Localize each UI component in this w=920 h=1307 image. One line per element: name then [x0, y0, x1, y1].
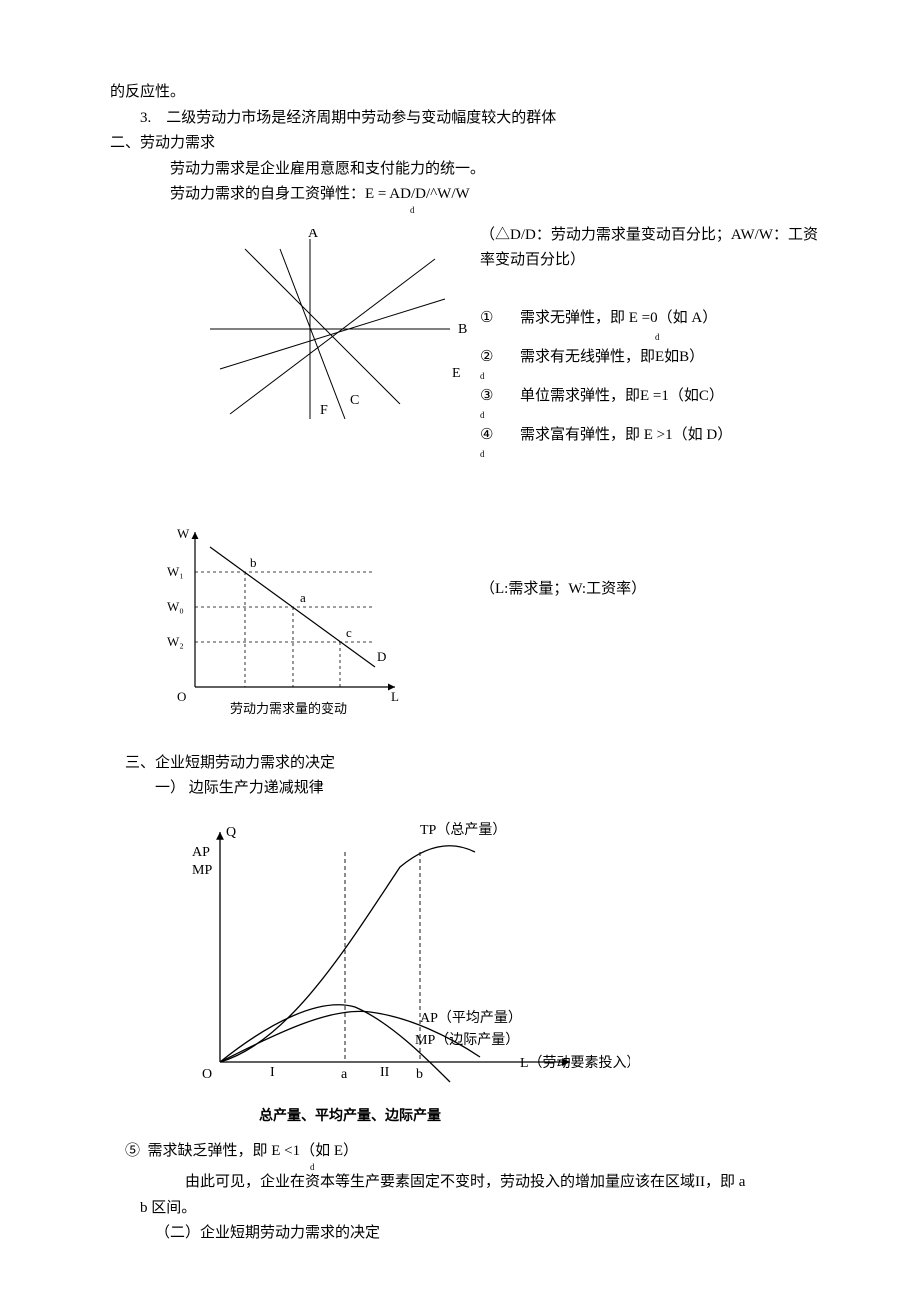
svg-text:B: B: [458, 322, 467, 337]
item-number: ⑤: [125, 1143, 140, 1159]
item-text: 二级劳动力市场是经济周期中劳动参与变动幅度较大的群体: [166, 110, 556, 126]
svg-text:b: b: [416, 1067, 423, 1082]
list-item: ⑤ 需求缺乏弹性，即 E <1（如 E）: [110, 1139, 820, 1165]
item-text: 需求无弹性，即 E =0（如 A）: [520, 306, 717, 332]
paragraph: 的反应性。: [110, 80, 820, 106]
svg-text:MP（边际产量）: MP（边际产量）: [415, 1032, 519, 1048]
subscript-line: d: [410, 208, 820, 213]
svg-text:劳动力需求量的变动: 劳动力需求量的变动: [230, 701, 347, 716]
svg-text:W₁: W₁: [167, 564, 184, 579]
subheading: （二）企业短期劳动力需求的决定: [110, 1221, 820, 1247]
list-item: ③ 单位需求弹性，即E =1（如C）: [480, 384, 820, 410]
item-number: ②: [480, 345, 520, 371]
subheading: 一） 边际生产力递减规律: [110, 776, 820, 802]
paragraph: b 区间。: [110, 1196, 820, 1222]
svg-text:L（劳动要素投入）: L（劳动要素投入）: [520, 1055, 630, 1071]
heading-3: 三、企业短期劳动力需求的决定: [110, 751, 820, 777]
formula-text: 劳动力需求的自身工资弹性：E = AD/D/^W/W: [170, 186, 470, 202]
svg-text:F: F: [320, 403, 328, 418]
item-text: 需求有无线弹性，即E如B）: [520, 345, 704, 371]
svg-text:E: E: [452, 366, 461, 381]
figure-caption: 总产量、平均产量、边际产量: [170, 1105, 530, 1129]
item-text: 需求富有弹性，即 E >1（如 D）: [520, 423, 732, 449]
svg-text:AP: AP: [192, 845, 210, 860]
subscript-line: d: [480, 374, 820, 379]
list-item: 3. 二级劳动力市场是经济周期中劳动参与变动幅度较大的群体: [110, 106, 820, 132]
paragraph: 由此可见，企业在资本等生产要素固定不变时，劳动投入的增加量应该在区域II，即 a: [110, 1170, 820, 1196]
heading-2: 二、劳动力需求: [110, 131, 820, 157]
svg-text:O: O: [177, 689, 186, 704]
item-number: ③: [480, 384, 520, 410]
svg-text:b: b: [250, 555, 257, 570]
svg-text:O: O: [202, 1067, 212, 1082]
svg-text:W₀: W₀: [167, 599, 184, 614]
list-item: ① 需求无弹性，即 E =0（如 A）: [480, 306, 820, 332]
item-number: ①: [480, 306, 520, 332]
svg-text:I: I: [270, 1065, 275, 1080]
svg-text:C: C: [350, 393, 359, 408]
svg-text:a: a: [341, 1067, 348, 1082]
item-text: 单位需求弹性，即E =1（如C）: [520, 384, 724, 410]
item-text: 需求缺乏弹性，即 E <1（如 E）: [148, 1143, 359, 1159]
svg-text:A: A: [308, 229, 319, 241]
svg-text:AP（平均产量）: AP（平均产量）: [420, 1010, 522, 1026]
svg-text:II: II: [380, 1065, 390, 1080]
svg-text:D: D: [377, 649, 386, 664]
list-item: ② 需求有无线弹性，即E如B）: [480, 345, 820, 371]
subscript-line: d: [480, 413, 820, 418]
list-item: ④ 需求富有弹性，即 E >1（如 D）: [480, 423, 820, 449]
paragraph: 劳动力需求是企业雇用意愿和支付能力的统一。: [110, 157, 820, 183]
svg-text:TP（总产量）: TP（总产量）: [420, 822, 506, 838]
item-number: ④: [480, 423, 520, 449]
figure-demand-curve: W O L D W₁ W₀ W₂ b a c 劳动力需求量的变动: [150, 517, 450, 727]
caption-text: （△D/D：劳动力需求量变动百分比；AW/W：工资率变动百分比）: [480, 223, 820, 274]
item-number: 3.: [140, 110, 151, 126]
svg-text:Q: Q: [226, 825, 236, 840]
svg-text:L: L: [391, 689, 399, 704]
subscript-line: d: [655, 335, 820, 340]
svg-text:W₂: W₂: [167, 634, 184, 649]
subscript-line: d: [480, 452, 820, 457]
figure-elasticity-lines: A B E C F: [170, 229, 470, 439]
svg-text:c: c: [346, 625, 352, 640]
svg-text:W: W: [177, 526, 190, 541]
figure-product-curves: Q AP MP O L（劳动要素投入） TP（总产量） AP（平均产量） MP（边际产量） a b…: [170, 812, 820, 1129]
paragraph: 劳动力需求的自身工资弹性：E = AD/D/^W/W: [110, 182, 820, 208]
svg-text:a: a: [300, 590, 306, 605]
caption-text: （L:需求量；W:工资率）: [480, 577, 820, 603]
svg-text:MP: MP: [192, 863, 212, 878]
